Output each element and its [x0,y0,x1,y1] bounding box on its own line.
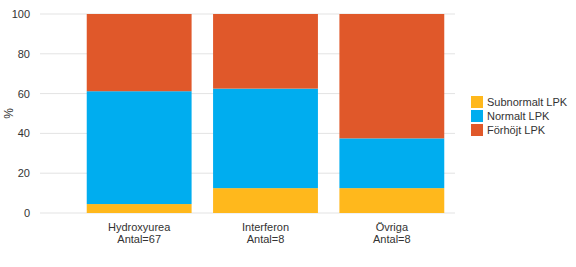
y-tick-label: 0 [24,207,30,219]
y-tick-label: 40 [18,127,30,139]
x-tick-label-line: Antal=67 [117,233,161,245]
bar-segment [213,188,318,213]
x-tick-label: HydroxyureaAntal=67 [108,221,171,245]
bars [87,14,445,213]
legend-swatch [471,110,483,122]
y-tick-label: 100 [12,8,30,20]
bar-segment [339,188,444,213]
legend-swatch [471,96,483,108]
y-axis-label: % [2,108,16,119]
y-tick-label: 20 [18,167,30,179]
bar-segment [87,204,192,213]
x-tick-label-line: Interferon [242,221,289,233]
x-tick-label: InterferonAntal=8 [242,221,289,245]
x-tick-label-line: Antal=8 [373,233,411,245]
legend-swatch [471,124,483,136]
legend-label: Normalt LPK [487,110,550,122]
x-tick-label-line: Antal=8 [247,233,285,245]
bar-segment [213,89,318,189]
bar-segment [87,91,192,204]
bar-segment [339,138,444,188]
chart-svg: 0 20 40 60 80 100% HydroxyureaAntal=67 Interfer… [0,0,576,267]
x-tick-label-line: Hydroxyurea [108,221,171,233]
bar-segment [213,14,318,89]
legend-label: Förhöjt LPK [487,124,546,136]
x-tick-label: ÖvrigaAntal=8 [373,221,411,245]
chart-container: 0 20 40 60 80 100% HydroxyureaAntal=67 Interfer… [0,0,576,267]
y-tick-label: 80 [18,48,30,60]
bar-segment [87,14,192,91]
x-tick-label-line: Övriga [376,221,409,233]
legend: Subnormalt LPK Normalt LPK Förhöjt LPK [471,96,568,136]
bar-segment [339,14,444,138]
legend-label: Subnormalt LPK [487,96,568,108]
y-tick-label: 60 [18,88,30,100]
